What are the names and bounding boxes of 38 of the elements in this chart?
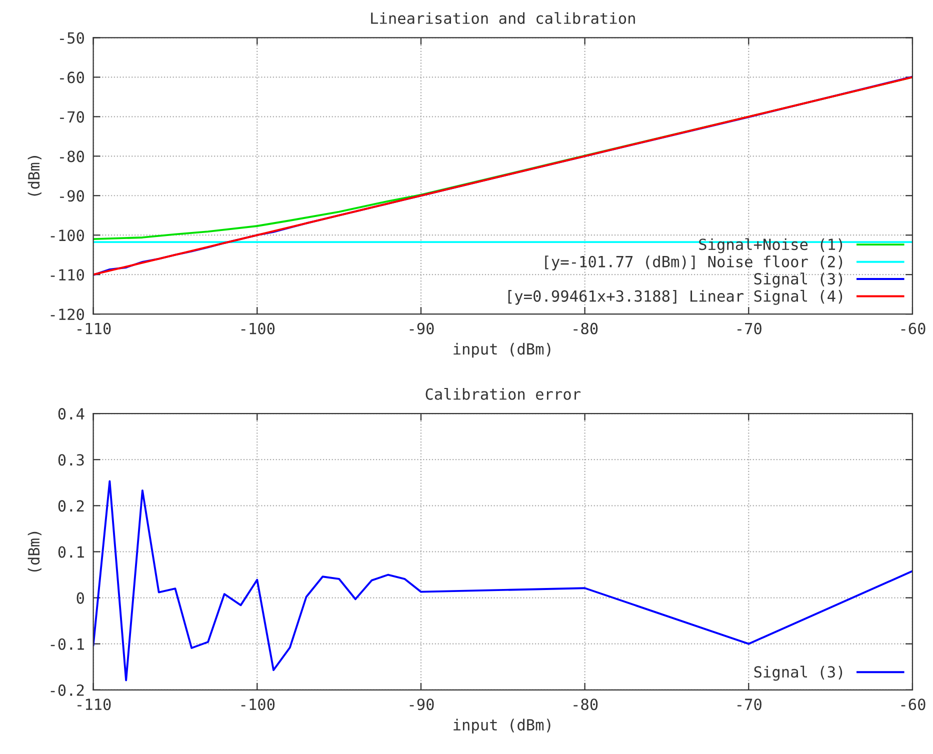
legend-label: [y=0.99461x+3.3188] Linear Signal (4) [508,290,842,305]
y-tick-label: -120 [50,308,84,320]
x-tick-label: -110 [78,322,111,334]
x-tick-label: -70 [738,698,762,710]
x-tick-label: -110 [78,698,111,710]
y-tick-label: 0.2 [58,500,84,512]
y-tick-label: 0 [76,592,84,604]
x-axis-title: input (dBm) [454,718,550,734]
y-tick-label: 0.4 [58,408,84,420]
y-tick-label: -100 [50,230,84,242]
y-tick-label: -70 [60,111,84,123]
y-tick-label: 0.3 [58,454,84,466]
chart-title: Linearisation and calibration [371,12,635,24]
y-tick-label: -0.1 [50,638,84,650]
legend-label: Signal (3) [754,272,842,288]
x-tick-label: -90 [410,698,434,710]
x-tick-label: -60 [901,322,926,334]
x-axis-title: input (dBm) [454,342,550,358]
y-tick-label: 0.1 [58,546,84,558]
x-tick-label: -70 [738,322,762,334]
y-tick-label: -50 [60,32,84,44]
x-tick-label: -60 [901,698,926,710]
y-tick-label: -0.2 [50,684,84,696]
line-series [93,480,912,682]
y-tick-label: -90 [60,190,84,202]
x-tick-label: -100 [241,322,275,334]
x-tick-label: -80 [574,322,598,334]
legend-label: [y=-101.77 (dBm)] Noise floor (2) [545,256,842,270]
y-axis-title: (dBm) [28,532,42,572]
y-axis-title: (dBm) [28,156,42,196]
y-tick-label: -60 [60,72,84,84]
y-tick-label: -110 [50,269,84,281]
x-tick-label: -100 [241,698,275,710]
x-tick-label: -80 [574,698,598,710]
x-tick-label: -90 [410,322,434,334]
legend-label: Signal (3) [754,666,842,681]
chart-title: Calibration error [426,388,580,400]
y-tick-label: -80 [60,150,84,162]
